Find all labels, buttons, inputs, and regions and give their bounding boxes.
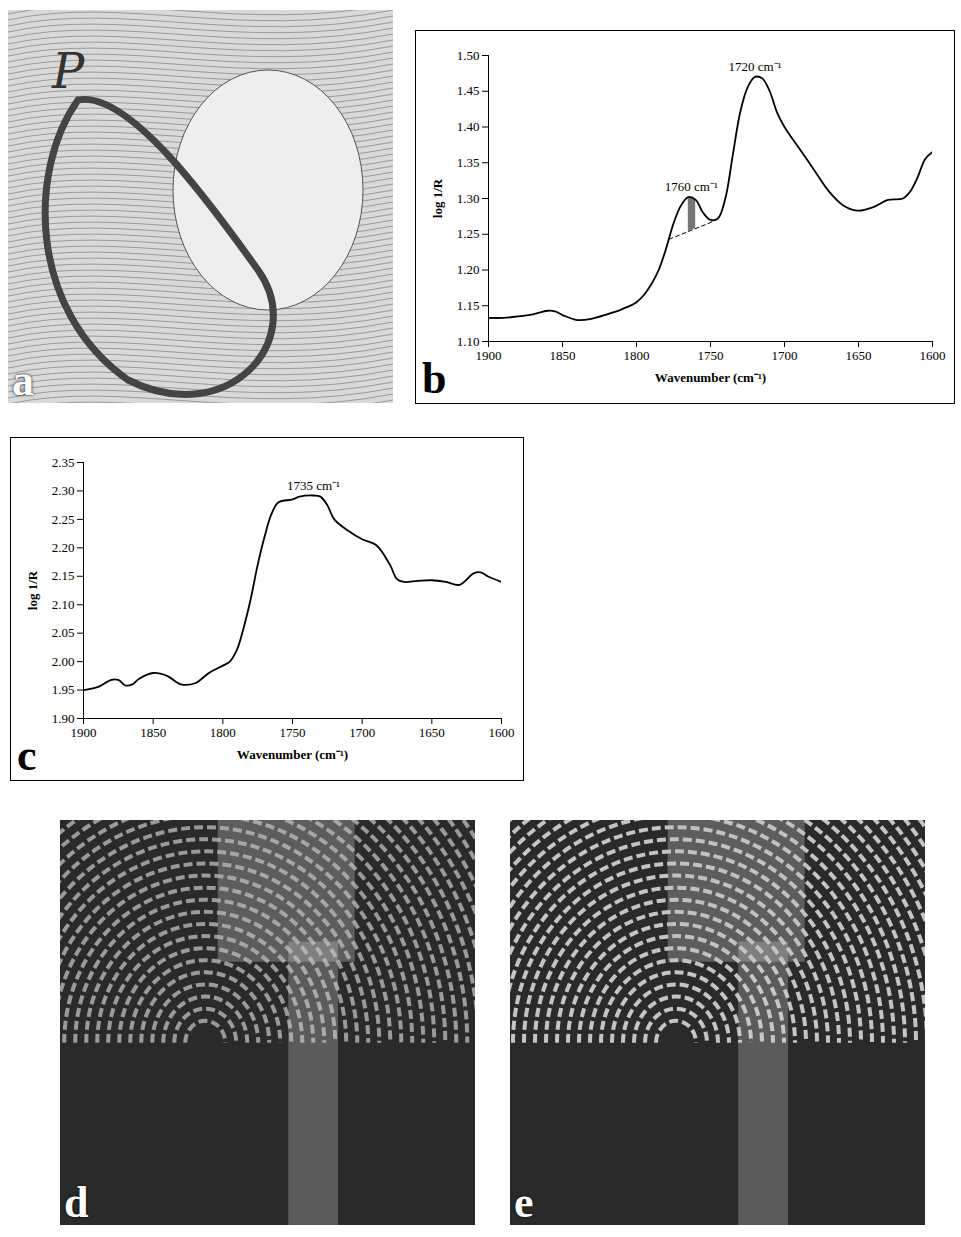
svg-text:2.35: 2.35 bbox=[52, 455, 75, 470]
svg-text:1.20: 1.20 bbox=[457, 262, 480, 277]
svg-text:1735 cm⁻¹: 1735 cm⁻¹ bbox=[287, 478, 340, 493]
html-text:d: d bbox=[64, 1178, 89, 1227]
svg-text:1750: 1750 bbox=[698, 348, 724, 363]
html-text:a: a bbox=[12, 356, 34, 405]
svg-text:1.10: 1.10 bbox=[457, 334, 480, 349]
svg-text:2.05: 2.05 bbox=[52, 625, 75, 640]
svg-text:2.00: 2.00 bbox=[52, 654, 75, 669]
svg-text:1650: 1650 bbox=[419, 725, 445, 740]
svg-text:1600: 1600 bbox=[920, 348, 946, 363]
svg-text:1850: 1850 bbox=[140, 725, 166, 740]
svg-text:1760 cm⁻¹: 1760 cm⁻¹ bbox=[665, 179, 718, 194]
svg-text:1700: 1700 bbox=[349, 725, 375, 740]
svg-text:2.20: 2.20 bbox=[52, 540, 75, 555]
svg-text:1.40: 1.40 bbox=[457, 119, 480, 134]
svg-text:1.15: 1.15 bbox=[457, 298, 480, 313]
svg-text:1.25: 1.25 bbox=[457, 226, 480, 241]
svg-text:1900: 1900 bbox=[71, 725, 97, 740]
svg-text:1650: 1650 bbox=[846, 348, 872, 363]
svg-text:2.15: 2.15 bbox=[52, 568, 75, 583]
svg-text:2.10: 2.10 bbox=[52, 597, 75, 612]
svg-text:P: P bbox=[51, 43, 85, 99]
svg-text:1900: 1900 bbox=[476, 348, 502, 363]
svg-text:1.90: 1.90 bbox=[52, 711, 75, 726]
svg-text:1.45: 1.45 bbox=[457, 83, 480, 98]
svg-text:1.35: 1.35 bbox=[457, 155, 480, 170]
svg-text:1.95: 1.95 bbox=[52, 682, 75, 697]
svg-text:1700: 1700 bbox=[772, 348, 798, 363]
svg-text:1850: 1850 bbox=[550, 348, 576, 363]
svg-text:1750: 1750 bbox=[280, 725, 306, 740]
svg-text:Wavenumber (cm⁻¹): Wavenumber (cm⁻¹) bbox=[655, 370, 766, 385]
html-text:c: c bbox=[17, 731, 37, 780]
svg-text:1800: 1800 bbox=[210, 725, 236, 740]
svg-text:1800: 1800 bbox=[624, 348, 650, 363]
svg-text:Wavenumber (cm⁻¹): Wavenumber (cm⁻¹) bbox=[237, 747, 348, 762]
svg-text:1.50: 1.50 bbox=[457, 48, 480, 63]
html-text:b: b bbox=[422, 354, 447, 403]
svg-text:log 1/R: log 1/R bbox=[430, 178, 445, 218]
svg-text:1600: 1600 bbox=[489, 725, 515, 740]
svg-text:2.25: 2.25 bbox=[52, 512, 75, 527]
svg-text:2.30: 2.30 bbox=[52, 483, 75, 498]
svg-text:log 1/R: log 1/R bbox=[25, 570, 40, 610]
html-text:e: e bbox=[514, 1178, 534, 1227]
svg-text:1720 cm⁻¹: 1720 cm⁻¹ bbox=[728, 59, 781, 74]
svg-text:1.30: 1.30 bbox=[457, 191, 480, 206]
